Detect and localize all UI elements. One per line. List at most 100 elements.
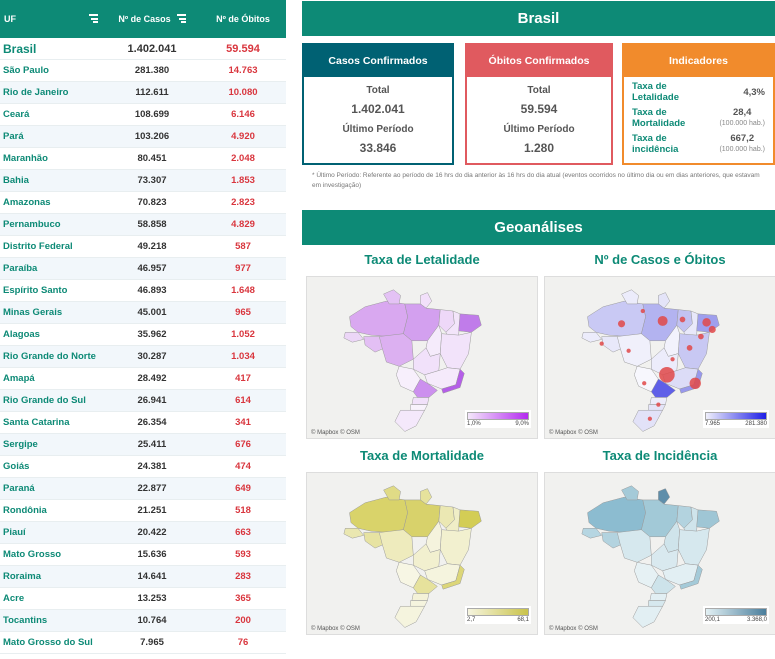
table-row[interactable]: Rio Grande do Sul 26.941 614 (0, 390, 286, 412)
map-incidencia[interactable]: 200,1 3.368,0 © Mapbox © OSM (544, 472, 775, 635)
map-letalidade[interactable]: 1,0% 9,0% © Mapbox © OSM (306, 276, 538, 439)
state-shape[interactable] (411, 397, 430, 405)
state-shape[interactable] (420, 488, 433, 505)
table-row[interactable]: Acre 13.253 365 (0, 588, 286, 610)
state-shape[interactable] (658, 488, 671, 505)
state-shape[interactable] (363, 336, 386, 353)
state-shape[interactable] (383, 289, 401, 305)
state-shape[interactable] (441, 564, 465, 590)
table-row[interactable]: Roraima 14.641 283 (0, 566, 286, 588)
state-shape[interactable] (378, 333, 414, 367)
table-row[interactable]: Ceará 108.699 6.146 (0, 104, 286, 126)
table-row[interactable]: Amazonas 70.823 2.823 (0, 192, 286, 214)
state-shape[interactable] (439, 527, 472, 566)
state-shape[interactable] (411, 593, 430, 601)
header-obitos[interactable]: Nº de Óbitos (200, 14, 286, 24)
death-bubble[interactable] (679, 316, 686, 323)
sort-icon[interactable] (176, 14, 186, 23)
state-shape[interactable] (581, 528, 603, 539)
death-bubble[interactable] (659, 367, 675, 383)
state-shape[interactable] (343, 528, 365, 539)
state-shape[interactable] (616, 333, 652, 367)
state-shape[interactable] (677, 331, 710, 370)
table-row[interactable]: Distrito Federal 49.218 587 (0, 236, 286, 258)
table-row[interactable]: Tocantins 10.764 200 (0, 610, 286, 632)
state-shape[interactable] (632, 409, 664, 432)
state-shape[interactable] (581, 332, 603, 343)
state-shape[interactable] (378, 529, 414, 563)
state-shape[interactable] (394, 409, 426, 432)
table-row[interactable]: Rio de Janeiro 112.611 10.080 (0, 82, 286, 104)
table-row[interactable]: Maranhão 80.451 2.048 (0, 148, 286, 170)
state-shape[interactable] (343, 332, 365, 343)
table-row[interactable]: São Paulo 281.380 14.763 (0, 60, 286, 82)
table-row[interactable]: Rio Grande do Norte 30.287 1.034 (0, 346, 286, 368)
state-shape[interactable] (439, 331, 472, 370)
state-shape[interactable] (410, 600, 428, 607)
state-shape[interactable] (649, 593, 668, 601)
state-shape[interactable] (413, 543, 441, 572)
map-casos-obitos[interactable]: 7.965 281.380 © Mapbox © OSM (544, 276, 775, 439)
table-row[interactable]: Piauí 20.422 663 (0, 522, 286, 544)
death-bubble[interactable] (702, 318, 711, 327)
table-row[interactable]: Espírito Santo 46.893 1.648 (0, 280, 286, 302)
table-row[interactable]: Alagoas 35.962 1.052 (0, 324, 286, 346)
death-bubble[interactable] (657, 315, 668, 326)
state-shape[interactable] (679, 564, 703, 590)
table-row[interactable]: Amapá 28.492 417 (0, 368, 286, 390)
death-bubble[interactable] (686, 345, 693, 351)
state-shape[interactable] (363, 532, 386, 549)
state-shape[interactable] (458, 313, 482, 333)
state-shape[interactable] (410, 404, 428, 411)
death-bubble[interactable] (708, 325, 716, 333)
state-shape[interactable] (458, 509, 482, 529)
state-shape[interactable] (441, 368, 465, 394)
death-bubble[interactable] (647, 416, 653, 421)
state-shape[interactable] (420, 292, 433, 309)
table-row[interactable]: Paraíba 46.957 977 (0, 258, 286, 280)
table-row[interactable]: Pernambuco 58.858 4.829 (0, 214, 286, 236)
header-uf[interactable]: UF (0, 14, 104, 24)
state-shape[interactable] (587, 300, 646, 337)
table-row[interactable]: Santa Catarina 26.354 341 (0, 412, 286, 434)
death-bubble[interactable] (642, 381, 647, 386)
death-bubble[interactable] (689, 377, 701, 389)
state-shape[interactable] (349, 496, 408, 533)
header-casos[interactable]: Nº de Casos (104, 14, 200, 24)
table-row[interactable]: Minas Gerais 45.001 965 (0, 302, 286, 324)
state-shape[interactable] (616, 529, 652, 563)
table-row[interactable]: Paraná 22.877 649 (0, 478, 286, 500)
table-row[interactable]: Sergipe 25.411 676 (0, 434, 286, 456)
table-row-brasil[interactable]: Brasil 1.402.041 59.594 (0, 38, 286, 60)
state-shape[interactable] (587, 496, 646, 533)
table-row[interactable]: Mato Grosso do Sul 7.965 76 (0, 632, 286, 654)
death-bubble[interactable] (656, 402, 661, 407)
death-bubble[interactable] (626, 348, 631, 353)
state-shape[interactable] (696, 509, 720, 529)
state-shape[interactable] (394, 605, 426, 628)
table-row[interactable]: Pará 103.206 4.920 (0, 126, 286, 148)
state-shape[interactable] (621, 485, 639, 501)
death-bubble[interactable] (640, 308, 645, 314)
death-bubble[interactable] (670, 357, 675, 362)
table-row[interactable]: Goiás 24.381 474 (0, 456, 286, 478)
table-row[interactable]: Bahia 73.307 1.853 (0, 170, 286, 192)
state-shape[interactable] (648, 600, 666, 607)
state-shape[interactable] (621, 289, 639, 305)
death-bubble[interactable] (698, 333, 704, 340)
table-row[interactable]: Mato Grosso 15.636 593 (0, 544, 286, 566)
state-shape[interactable] (383, 485, 401, 501)
state-shape[interactable] (413, 347, 441, 376)
map-mortalidade[interactable]: 2,7 68,1 © Mapbox © OSM (306, 472, 538, 635)
table-row[interactable]: Rondônia 21.251 518 (0, 500, 286, 522)
sort-icon[interactable] (89, 14, 98, 23)
death-bubble[interactable] (617, 320, 626, 328)
state-shape[interactable] (658, 292, 671, 309)
state-shape[interactable] (651, 347, 679, 376)
state-shape[interactable] (677, 527, 710, 566)
death-bubble[interactable] (599, 341, 604, 346)
state-shape[interactable] (651, 543, 679, 572)
state-shape[interactable] (349, 300, 408, 337)
state-shape[interactable] (632, 605, 664, 628)
state-shape[interactable] (601, 532, 624, 549)
